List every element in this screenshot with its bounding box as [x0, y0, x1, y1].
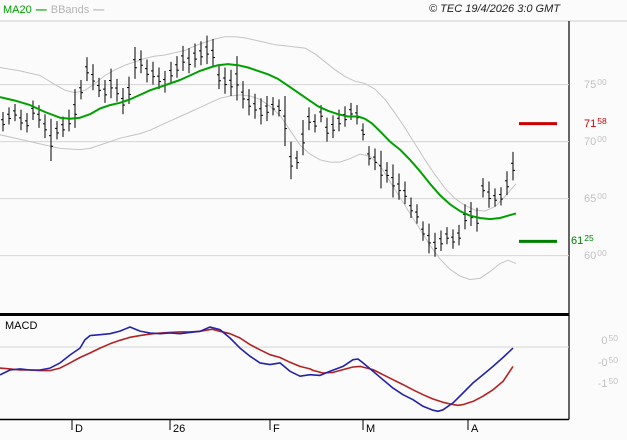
bbands-legend-label: BBands [50, 4, 90, 16]
macd-axis-tick: -150 [597, 376, 618, 390]
legend: MA20 — BBands — [3, 4, 104, 16]
copyright-timestamp: © TEC 19/4/2026 3:0 GMT [429, 3, 560, 15]
x-axis-label: F [273, 423, 280, 435]
macd-axis-tick: -050 [597, 354, 618, 369]
price-axis-tick: 7000 [584, 133, 607, 148]
support-level-label: 6125 [571, 233, 594, 248]
ma20-legend-label: MA20 [3, 4, 32, 16]
price-axis-tick: 6500 [584, 190, 607, 205]
x-axis-label: M [366, 423, 376, 435]
x-axis-label: A [471, 423, 479, 435]
x-axis-label: 26 [173, 423, 186, 435]
bbands-legend-swatch: — [93, 4, 105, 16]
macd-axis-tick: 050 [601, 333, 618, 347]
price-axis-tick: 6000 [584, 247, 607, 262]
x-axis-label: D [75, 423, 83, 435]
resistance-level-label: 7158 [584, 115, 607, 130]
macd-panel-title: MACD [5, 320, 38, 332]
price-axis-tick: 7500 [584, 76, 607, 91]
ma20-legend-swatch: — [35, 4, 47, 16]
